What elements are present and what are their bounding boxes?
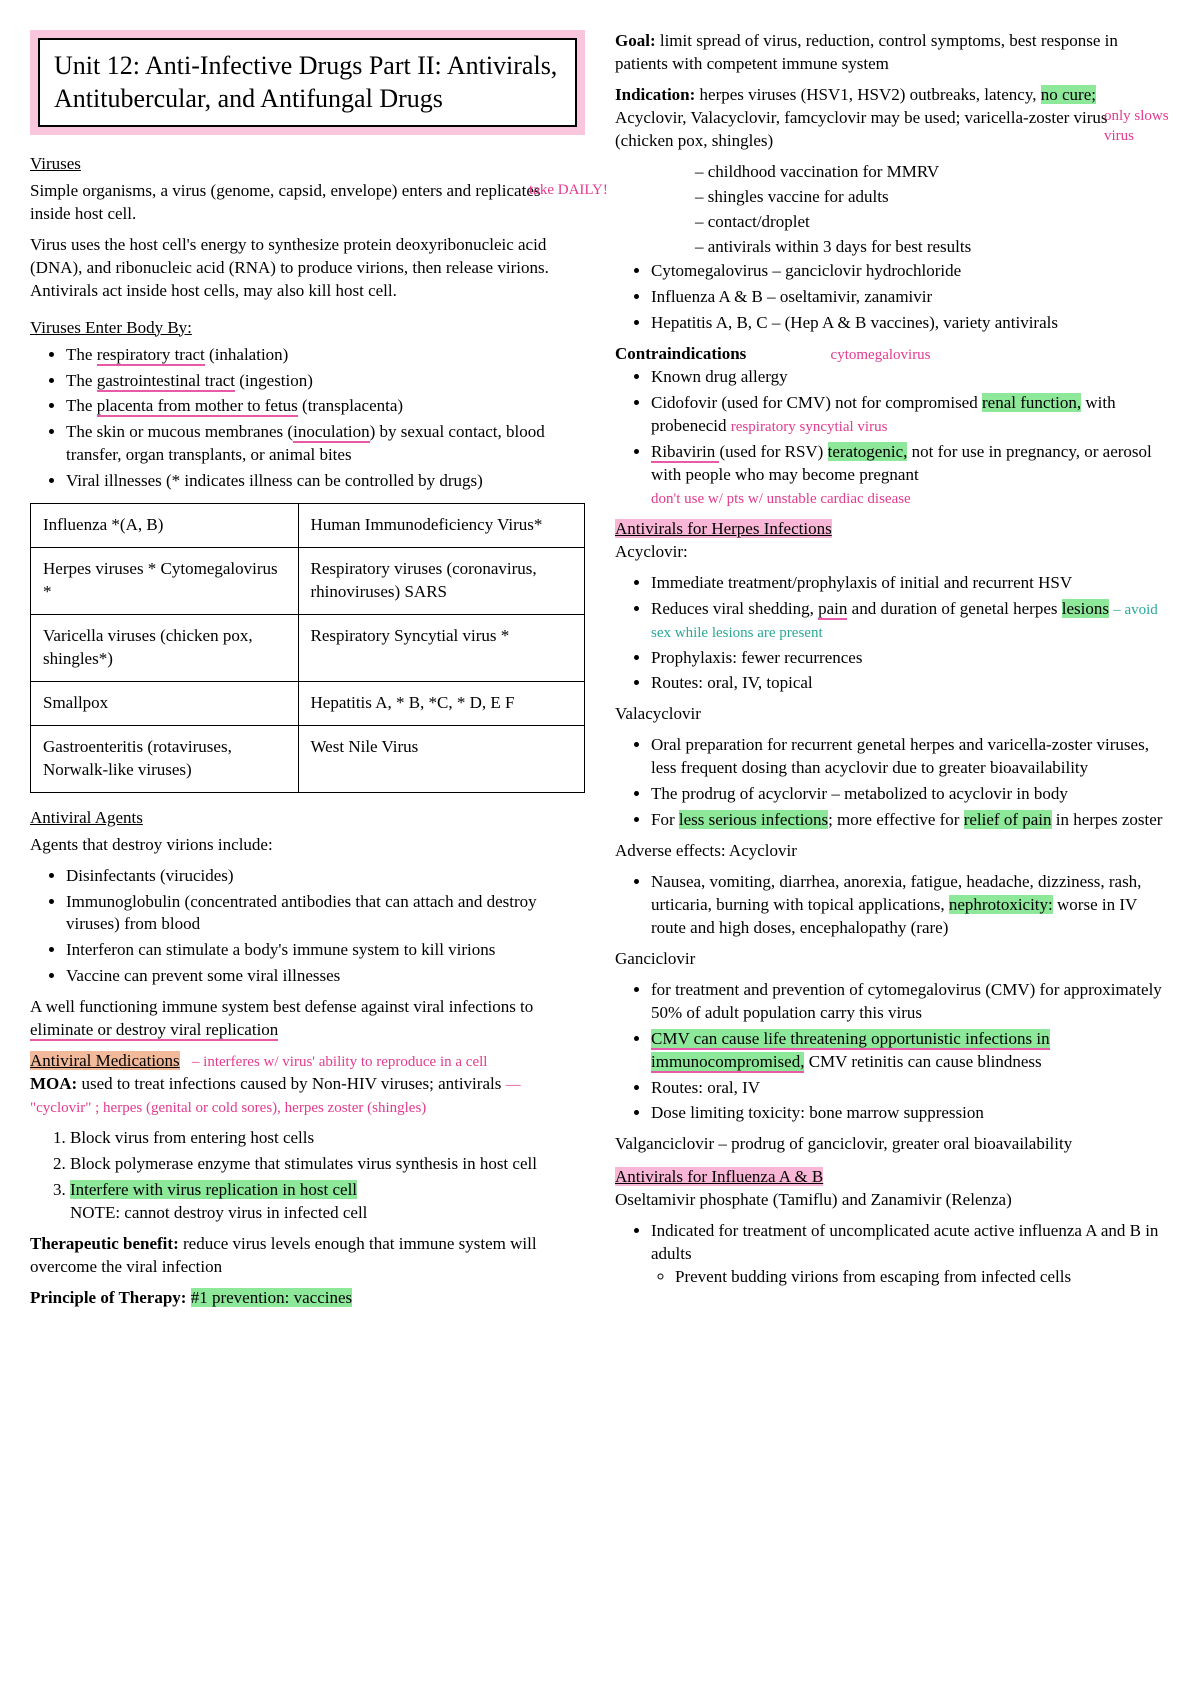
right-column: Goal: limit spread of virus, reduction, … [615,30,1170,1665]
agents-p2: A well functioning immune system best de… [30,996,585,1042]
enter-item: The skin or mucous membranes (inoculatio… [66,421,585,467]
val-item: For less serious infections; more effect… [651,809,1170,832]
acyclovir-list: Immediate treatment/prophylaxis of initi… [615,572,1170,696]
enter-list: The respiratory tract (inhalation) The g… [30,344,585,494]
flu-intro: Oseltamivir phosphate (Tamiflu) and Zana… [615,1189,1170,1212]
ganciclovir-list: for treatment and prevention of cytomega… [615,979,1170,1126]
dash-item: – contact/droplet [695,211,1170,234]
indication-item: Influenza A & B – oseltamivir, zanamivir [651,286,1170,309]
indication-item: Cytomegalovirus – ganciclovir hydrochlor… [651,260,1170,283]
valganciclovir: Valganciclovir – prodrug of ganciclovir,… [615,1133,1170,1156]
table-cell: Respiratory Syncytial virus * [298,615,585,682]
handwritten-note: take DAILY! [529,180,608,200]
table-cell: Smallpox [31,681,299,725]
table-cell: West Nile Virus [298,725,585,792]
table-cell: Herpes viruses * Cytomegalovirus * [31,548,299,615]
moa-line: MOA: used to treat infections caused by … [30,1073,585,1119]
agents-heading: Antiviral Agents [30,807,585,830]
table-cell: Human Immunodeficiency Virus* [298,504,585,548]
agents-item: Vaccine can prevent some viral illnesses [66,965,585,988]
moa-item: Interfere with virus replication in host… [70,1179,585,1225]
agents-list: Disinfectants (virucides) Immunoglobulin… [30,865,585,989]
valacyclovir-head: Valacyclovir [615,703,1170,726]
table-cell: Respiratory viruses (coronavirus, rhinov… [298,548,585,615]
flu-heading-wrap: Antivirals for Influenza A & B [615,1166,1170,1189]
therapeutic-benefit: Therapeutic benefit: reduce virus levels… [30,1233,585,1279]
table-cell: Influenza *(A, B) [31,504,299,548]
ae-item: Nausea, vomiting, diarrhea, anorexia, fa… [651,871,1170,940]
acy-item: Immediate treatment/prophylaxis of initi… [651,572,1170,595]
gan-item: CMV can cause life threatening opportuni… [651,1028,1170,1074]
indication-item: Hepatitis A, B, C – (Hep A & B vaccines)… [651,312,1170,335]
enter-item: The respiratory tract (inhalation) [66,344,585,367]
principle-of-therapy: Principle of Therapy: #1 prevention: vac… [30,1287,585,1310]
contra-item: Ribavirin (used for RSV) teratogenic, no… [651,441,1170,510]
contra-list: Known drug allergy Cidofovir (used for C… [615,366,1170,510]
contra-item: Known drug allergy [651,366,1170,389]
left-column: Unit 12: Anti-Infective Drugs Part II: A… [30,30,585,1665]
dash-item: – childhood vaccination for MMRV [695,161,1170,184]
dash-item: – antivirals within 3 days for best resu… [695,236,1170,259]
indication-list: Cytomegalovirus – ganciclovir hydrochlor… [615,260,1170,335]
acy-item: Reduces viral shedding, pain and duratio… [651,598,1170,644]
gan-item: for treatment and prevention of cytomega… [651,979,1170,1025]
handwritten-note: cytomegalovirus [831,347,931,363]
handwritten-note: only slows virus [1104,106,1174,147]
table-cell: Varicella viruses (chicken pox, shingles… [31,615,299,682]
val-item: Oral preparation for recurrent genetal h… [651,734,1170,780]
enter-item: Viral illnesses (* indicates illness can… [66,470,585,493]
table-cell: Gastroenteritis (rotaviruses, Norwalk-li… [31,725,299,792]
viruses-p1: Simple organisms, a virus (genome, capsi… [30,180,585,226]
herpes-heading-wrap: Antivirals for Herpes Infections [615,518,1170,541]
acy-item: Prophylaxis: fewer recurrences [651,647,1170,670]
viruses-heading: Viruses [30,153,585,176]
moa-item: Block polymerase enzyme that stimulates … [70,1153,585,1176]
valacyclovir-list: Oral preparation for recurrent genetal h… [615,734,1170,832]
adverse-effects-head: Adverse effects: Acyclovir [615,840,1170,863]
agents-item: Immunoglobulin (concentrated antibodies … [66,891,585,937]
ganciclovir-head: Ganciclovir [615,948,1170,971]
page-title: Unit 12: Anti-Infective Drugs Part II: A… [38,38,577,127]
enter-item: The gastrointestinal tract (ingestion) [66,370,585,393]
handwritten-note: don't use w/ pts w/ unstable cardiac dis… [651,491,911,507]
val-item: The prodrug of acyclorvir – metabolized … [651,783,1170,806]
gan-item: Dose limiting toxicity: bone marrow supp… [651,1102,1170,1125]
contra-item: Cidofovir (used for CMV) not for comprom… [651,392,1170,438]
indication-line: Indication: herpes viruses (HSV1, HSV2) … [615,84,1170,153]
gan-item: Routes: oral, IV [651,1077,1170,1100]
indication-block: Indication: herpes viruses (HSV1, HSV2) … [615,84,1170,153]
flu-list: Indicated for treatment of uncomplicated… [615,1220,1170,1289]
virus-table: Influenza *(A, B)Human Immunodeficiency … [30,503,585,793]
moa-item: Block virus from entering host cells [70,1127,585,1150]
title-box: Unit 12: Anti-Infective Drugs Part II: A… [30,30,585,135]
viruses-p2: Virus uses the host cell's energy to syn… [30,234,585,303]
adverse-effects-list: Nausea, vomiting, diarrhea, anorexia, fa… [615,871,1170,940]
agents-item: Interferon can stimulate a body's immune… [66,939,585,962]
agents-intro: Agents that destroy virions include: [30,834,585,857]
flu-sub-item: Prevent budding virions from escaping fr… [675,1266,1170,1289]
enter-item: The placenta from mother to fetus (trans… [66,395,585,418]
meds-heading: Antiviral Medications [30,1051,180,1070]
goal-line: Goal: limit spread of virus, reduction, … [615,30,1170,76]
indication-dashes: – childhood vaccination for MMRV – shing… [615,161,1170,259]
table-cell: Hepatitis A, * B, *C, * D, E F [298,681,585,725]
meds-heading-wrap: Antiviral Medications – interferes w/ vi… [30,1050,585,1073]
acy-item: Routes: oral, IV, topical [651,672,1170,695]
agents-item: Disinfectants (virucides) [66,865,585,888]
flu-item: Indicated for treatment of uncomplicated… [651,1220,1170,1289]
handwritten-note: respiratory syncytial virus [731,419,888,435]
enter-heading: Viruses Enter Body By: [30,317,585,340]
moa-list: Block virus from entering host cells Blo… [30,1127,585,1225]
herpes-heading: Antivirals for Herpes Infections [615,519,832,538]
handwritten-note: – interferes w/ virus' ability to reprod… [192,1054,488,1070]
dash-item: – shingles vaccine for adults [695,186,1170,209]
acyclovir-head: Acyclovir: [615,541,1170,564]
contra-heading-wrap: Contraindications cytomegalovirus [615,343,1170,366]
flu-heading: Antivirals for Influenza A & B [615,1167,823,1186]
moa-note: NOTE: cannot destroy virus in infected c… [70,1203,367,1222]
contra-heading: Contraindications [615,344,746,363]
